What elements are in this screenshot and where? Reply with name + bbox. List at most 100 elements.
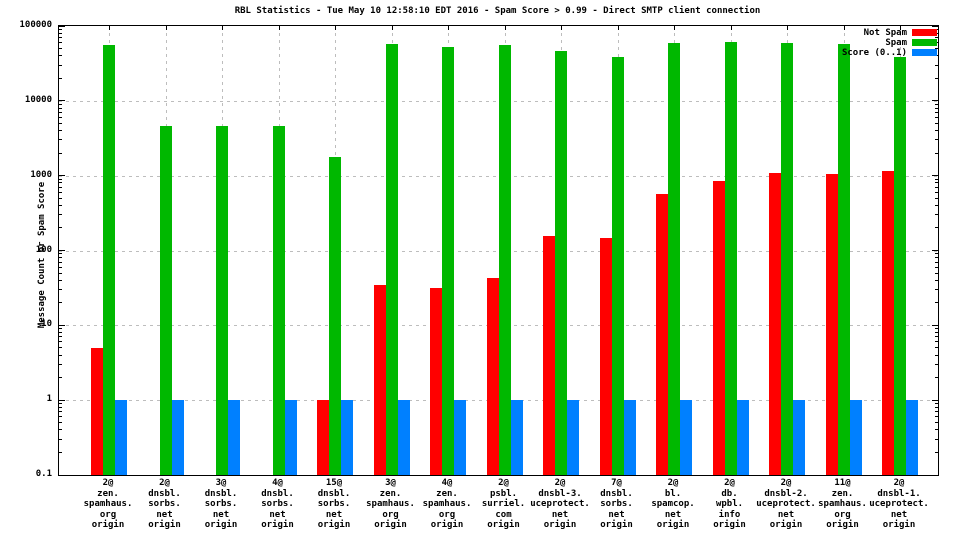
y-minor-tick bbox=[59, 28, 62, 30]
y-minor-tick bbox=[935, 77, 938, 79]
bar-spam bbox=[329, 157, 341, 475]
y-minor-tick bbox=[935, 272, 938, 274]
y-minor-tick bbox=[935, 214, 938, 216]
y-minor-tick bbox=[935, 416, 938, 418]
y-minor-tick bbox=[935, 116, 938, 118]
y-minor-tick bbox=[935, 152, 938, 154]
bar-score-0-1- bbox=[567, 400, 579, 475]
y-minor-tick bbox=[59, 182, 62, 184]
y-minor-tick bbox=[935, 257, 938, 259]
y-minor-tick bbox=[59, 178, 62, 180]
x-category-label: 2@ zen. spamhaus. org origin bbox=[83, 478, 133, 531]
bar-not-spam bbox=[599, 238, 612, 475]
bar-score-0-1- bbox=[171, 400, 184, 475]
y-minor-tick bbox=[935, 289, 938, 291]
y-minor-tick bbox=[59, 116, 62, 118]
y-minor-tick bbox=[59, 451, 62, 453]
bar-spam bbox=[498, 44, 511, 475]
x-category-label: 4@ dnsbl. sorbs. net origin bbox=[261, 478, 294, 531]
legend-item: Spam bbox=[807, 37, 937, 48]
y-minor-tick bbox=[59, 122, 62, 124]
y-minor-tick bbox=[935, 204, 938, 206]
y-minor-tick bbox=[935, 377, 938, 379]
x-category-label: 11@ zen. spamhaus. org origin bbox=[818, 478, 867, 531]
x-tick-top bbox=[222, 26, 223, 30]
bar-not-spam bbox=[486, 277, 499, 475]
x-category-label: 3@ zen. spamhaus. org origin bbox=[366, 478, 415, 531]
bar-not-spam bbox=[317, 400, 329, 475]
y-minor-tick bbox=[59, 257, 62, 259]
bar-score-0-1- bbox=[906, 400, 918, 475]
y-minor-tick bbox=[935, 363, 938, 365]
y-minor-tick bbox=[935, 253, 938, 255]
y-minor-tick bbox=[935, 122, 938, 124]
legend-color-swatch bbox=[912, 49, 937, 56]
bar-score-0-1- bbox=[849, 400, 862, 475]
y-minor-tick bbox=[59, 363, 62, 365]
bar-not-spam bbox=[769, 173, 781, 475]
bar-spam bbox=[668, 42, 680, 475]
y-minor-tick bbox=[935, 347, 938, 349]
y-minor-tick bbox=[59, 191, 62, 193]
bar-spam bbox=[442, 46, 454, 475]
bar-score-0-1- bbox=[736, 400, 749, 475]
y-minor-tick bbox=[59, 261, 62, 263]
y-minor-tick bbox=[935, 182, 938, 184]
legend-item-label: Not Spam bbox=[863, 27, 907, 38]
y-major-tick bbox=[932, 324, 938, 326]
bar-not-spam bbox=[543, 236, 555, 475]
y-major-tick bbox=[932, 100, 938, 102]
y-minor-tick bbox=[59, 403, 62, 405]
y-minor-tick bbox=[935, 107, 938, 109]
y-minor-tick bbox=[59, 422, 62, 424]
bar-spam bbox=[781, 42, 793, 475]
legend-item: Not Spam bbox=[807, 27, 937, 38]
y-minor-tick bbox=[59, 130, 62, 132]
x-tick-top bbox=[504, 26, 506, 30]
y-major-tick bbox=[59, 175, 65, 177]
bar-score-0-1- bbox=[284, 400, 297, 475]
y-minor-tick bbox=[59, 253, 62, 255]
y-minor-tick bbox=[935, 403, 938, 405]
x-category-label: 2@ psbl. surriel. com origin bbox=[481, 478, 526, 531]
y-minor-tick bbox=[935, 429, 938, 431]
y-minor-tick bbox=[59, 37, 62, 39]
y-minor-tick bbox=[935, 186, 938, 188]
y-minor-tick bbox=[59, 429, 62, 431]
y-minor-tick bbox=[59, 279, 62, 281]
y-minor-tick bbox=[59, 152, 62, 154]
x-tick-top bbox=[278, 26, 280, 30]
y-minor-tick bbox=[59, 341, 62, 343]
y-minor-tick bbox=[935, 130, 938, 132]
y-minor-tick bbox=[59, 289, 62, 291]
y-minor-tick bbox=[59, 302, 62, 304]
y-tick-label: 1 bbox=[46, 394, 52, 405]
y-tick-label: 0.1 bbox=[35, 469, 52, 479]
legend-item: Score (0..1) bbox=[807, 47, 937, 58]
y-minor-tick bbox=[59, 354, 62, 356]
x-tick-top bbox=[617, 26, 619, 30]
bar-score-0-1- bbox=[510, 400, 523, 475]
y-minor-tick bbox=[935, 341, 938, 343]
y-minor-tick bbox=[59, 406, 62, 408]
y-minor-tick bbox=[59, 328, 62, 330]
y-minor-tick bbox=[935, 302, 938, 304]
y-minor-tick bbox=[59, 272, 62, 274]
y-major-tick bbox=[59, 100, 65, 102]
bar-not-spam bbox=[91, 347, 103, 475]
y-minor-tick bbox=[935, 227, 938, 229]
x-tick-top bbox=[335, 26, 336, 30]
x-tick-top bbox=[109, 26, 110, 30]
bar-score-0-1- bbox=[341, 400, 353, 475]
y-minor-tick bbox=[59, 347, 62, 349]
y-minor-tick bbox=[59, 377, 62, 379]
bar-spam bbox=[216, 126, 228, 475]
y-minor-tick bbox=[59, 416, 62, 418]
x-category-label: 2@ dnsbl. sorbs. net origin bbox=[148, 478, 181, 531]
bar-spam bbox=[611, 57, 624, 475]
y-minor-tick bbox=[59, 64, 62, 66]
x-tick-top bbox=[165, 26, 167, 30]
y-minor-tick bbox=[59, 186, 62, 188]
y-minor-tick bbox=[59, 55, 62, 57]
y-minor-tick bbox=[935, 279, 938, 281]
